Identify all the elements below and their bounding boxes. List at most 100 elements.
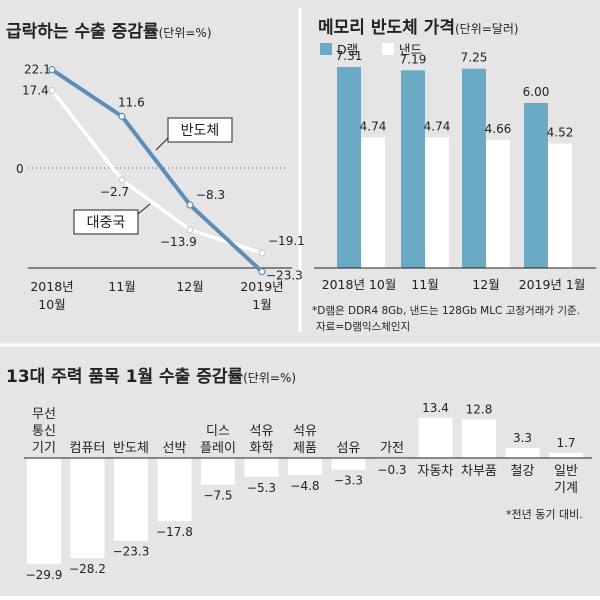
data-point-반도체 — [48, 66, 56, 74]
x-tick-label: 1월 — [252, 297, 271, 312]
bar — [462, 419, 496, 458]
legend-label-낸드: 낸드 — [399, 42, 422, 57]
x-tick-label: 11월 — [411, 277, 438, 292]
line-chart: 0 22.1 11.6 −8.3 −23.3 17.4 −2.7 −13.9 −19.1 반도체대… — [16, 63, 305, 312]
chart2-title: 메모리 반도체 가격 — [318, 18, 455, 38]
svg-text:급락하는 수출 증감률(단위=%): 급락하는 수출 증감률(단위=%) — [6, 22, 212, 42]
category-label: 통신 — [32, 424, 56, 439]
chart3-unit: (단위=%) — [243, 371, 296, 385]
x-tick-label: 2018년 10월 — [322, 277, 397, 292]
data-label-반도체: 11.6 — [118, 95, 145, 109]
x-tick-label: 11월 — [108, 279, 135, 294]
data-point-반도체 — [118, 112, 126, 120]
bar — [244, 458, 279, 477]
value-label: 3.3 — [513, 431, 532, 445]
x-tick-label: 12월 — [176, 279, 203, 294]
data-point-대중국 — [258, 249, 266, 257]
value-label-D램: 7.19 — [400, 52, 427, 66]
bar-D램 — [524, 103, 548, 268]
value-label: −17.8 — [156, 525, 193, 539]
bar-D램 — [462, 68, 486, 268]
data-label-대중국: −19.1 — [268, 234, 305, 248]
callout-leader-반도체 — [155, 137, 169, 151]
category-label: 플레이 — [200, 441, 236, 456]
bar — [201, 458, 235, 485]
chart2-source: 자료=D램익스체인지 — [316, 321, 410, 333]
data-label-대중국: −13.9 — [160, 235, 197, 249]
bar — [157, 458, 192, 522]
value-label: −23.3 — [113, 545, 150, 559]
data-point-반도체 — [186, 201, 194, 209]
x-tick-label: 2019년 — [240, 279, 283, 294]
chart3-title: 13대 주력 품목 1월 수출 증감률 — [6, 367, 243, 387]
category-label: 가전 — [380, 441, 404, 456]
category-label: 선박 — [163, 441, 187, 456]
value-label: −3.3 — [334, 474, 363, 488]
bar — [375, 458, 409, 460]
legend-swatch-낸드 — [382, 43, 394, 55]
legend-swatch-D램 — [320, 43, 332, 55]
data-point-반도체 — [258, 268, 266, 276]
data-label-반도체: −23.3 — [266, 269, 303, 283]
bar — [70, 458, 105, 559]
value-label-낸드: 4.74 — [360, 120, 387, 134]
value-label-D램: 7.31 — [336, 49, 363, 63]
value-label: −29.9 — [26, 568, 63, 582]
value-label: 13.4 — [422, 401, 449, 415]
bar-낸드 — [361, 137, 385, 268]
category-label: 컴퓨터 — [70, 441, 106, 456]
bar-낸드 — [425, 137, 449, 268]
callout-leader-대중국 — [137, 203, 151, 215]
value-label-D램: 7.25 — [461, 51, 488, 65]
series-line-대중국 — [50, 89, 263, 255]
bar — [288, 458, 322, 476]
category-label: 기계 — [554, 481, 578, 496]
bar-D램 — [337, 66, 361, 268]
value-label: −0.3 — [377, 463, 406, 477]
bar-낸드 — [486, 139, 510, 268]
value-label-D램: 6.00 — [523, 85, 550, 99]
chart1-unit: (단위=%) — [159, 26, 212, 40]
category-label: 철강 — [511, 464, 535, 479]
bar — [27, 458, 61, 565]
value-label: −28.2 — [69, 562, 106, 576]
x-tick-label: 12월 — [472, 277, 499, 292]
category-label: 무선 — [32, 407, 56, 422]
callout-box-대중국 — [73, 209, 139, 235]
data-point-대중국 — [186, 226, 194, 234]
value-label: −7.5 — [203, 489, 232, 503]
x-tick-label: 2018년 — [30, 279, 73, 294]
data-label-반도체: −8.3 — [196, 188, 225, 202]
value-label: 1.7 — [556, 436, 575, 450]
bar — [331, 458, 366, 470]
svg-text:13대 주력 품목 1월 수출 증감률(단위=%): 13대 주력 품목 1월 수출 증감률(단위=%) — [6, 367, 296, 387]
category-label: 석유 — [293, 424, 317, 439]
value-label: −5.3 — [247, 481, 276, 495]
value-label-낸드: 4.66 — [485, 122, 512, 136]
category-label: 제품 — [293, 441, 317, 456]
value-label-낸드: 4.52 — [547, 126, 574, 140]
category-label: 화학 — [250, 441, 274, 456]
zero-tick-label: 0 — [16, 162, 24, 176]
data-point-대중국 — [48, 86, 56, 95]
category-label: 자동차 — [418, 464, 454, 479]
bar-낸드 — [548, 143, 572, 268]
category-label: 차부품 — [461, 464, 497, 479]
category-label: 디스 — [206, 424, 230, 439]
chart1-title: 급락하는 수출 증감률 — [6, 22, 159, 42]
category-label: 반도체 — [113, 441, 149, 456]
svg-text:메모리 반도체 가격(단위=달러): 메모리 반도체 가격(단위=달러) — [318, 18, 519, 38]
chart2-unit: (단위=달러) — [455, 22, 519, 36]
category-label: 기기 — [32, 441, 56, 456]
x-tick-label: 10월 — [38, 297, 65, 312]
callout-label-반도체: 반도체 — [181, 123, 220, 139]
series-line-반도체 — [50, 67, 264, 274]
bar — [505, 448, 540, 458]
callout-label-대중국: 대중국 — [87, 215, 126, 231]
chart3-footnote: *전년 동기 대비. — [506, 508, 583, 521]
data-label-반도체: 22.1 — [24, 63, 51, 77]
chart2-footnote: *D램은 DDR4 8Gb, 낸드는 128Gb MLC 고정거래가 기준. — [312, 305, 580, 317]
